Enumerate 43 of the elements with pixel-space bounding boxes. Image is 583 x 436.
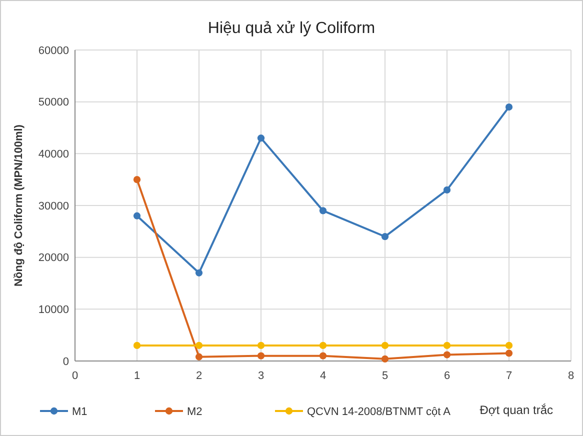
x-axis-title: Đợt quan trắc	[480, 403, 553, 417]
point	[443, 351, 451, 358]
y-tick-label: 10000	[38, 304, 69, 316]
point	[133, 212, 141, 220]
point	[257, 342, 265, 350]
point	[133, 176, 141, 184]
point	[319, 207, 327, 214]
point	[133, 342, 141, 350]
point	[505, 103, 513, 111]
point	[257, 352, 265, 360]
y-tick-label: 60000	[38, 44, 69, 57]
y-tick-label: 20000	[38, 252, 69, 264]
legend-label: M2	[187, 406, 202, 418]
y-axis-title: Nồng độ Coliform (MPN/100ml)	[13, 124, 25, 286]
x-tick-label: 2	[196, 370, 202, 382]
x-tick-label: 6	[444, 370, 450, 382]
point	[195, 342, 203, 350]
point	[381, 342, 389, 350]
point	[195, 269, 203, 276]
y-tick-label: 30000	[38, 200, 69, 212]
legend-label: QCVN 14-2008/BTNMT cột A	[307, 406, 452, 418]
point	[443, 342, 451, 350]
point	[319, 352, 327, 360]
x-tick-label: 7	[506, 370, 512, 382]
x-tick-label: 0	[72, 370, 78, 382]
chart-title: Hiệu quả xử lý Coliform	[208, 20, 376, 37]
point	[505, 342, 513, 350]
point	[257, 134, 265, 142]
point	[381, 233, 389, 240]
point	[381, 355, 389, 362]
point	[195, 353, 203, 360]
point	[319, 342, 327, 350]
point	[505, 350, 513, 357]
y-tick-label: 40000	[38, 148, 69, 161]
legend-label: M1	[72, 406, 88, 418]
x-tick-label: 3	[258, 370, 264, 382]
y-tick-label: 50000	[38, 96, 69, 109]
x-tick-label: 5	[382, 370, 388, 382]
x-tick-label: 4	[320, 370, 326, 382]
point	[443, 186, 451, 194]
x-tick-label: 1	[134, 370, 140, 382]
x-tick-label: 8	[568, 370, 574, 382]
y-tick-label: 0	[62, 356, 69, 368]
